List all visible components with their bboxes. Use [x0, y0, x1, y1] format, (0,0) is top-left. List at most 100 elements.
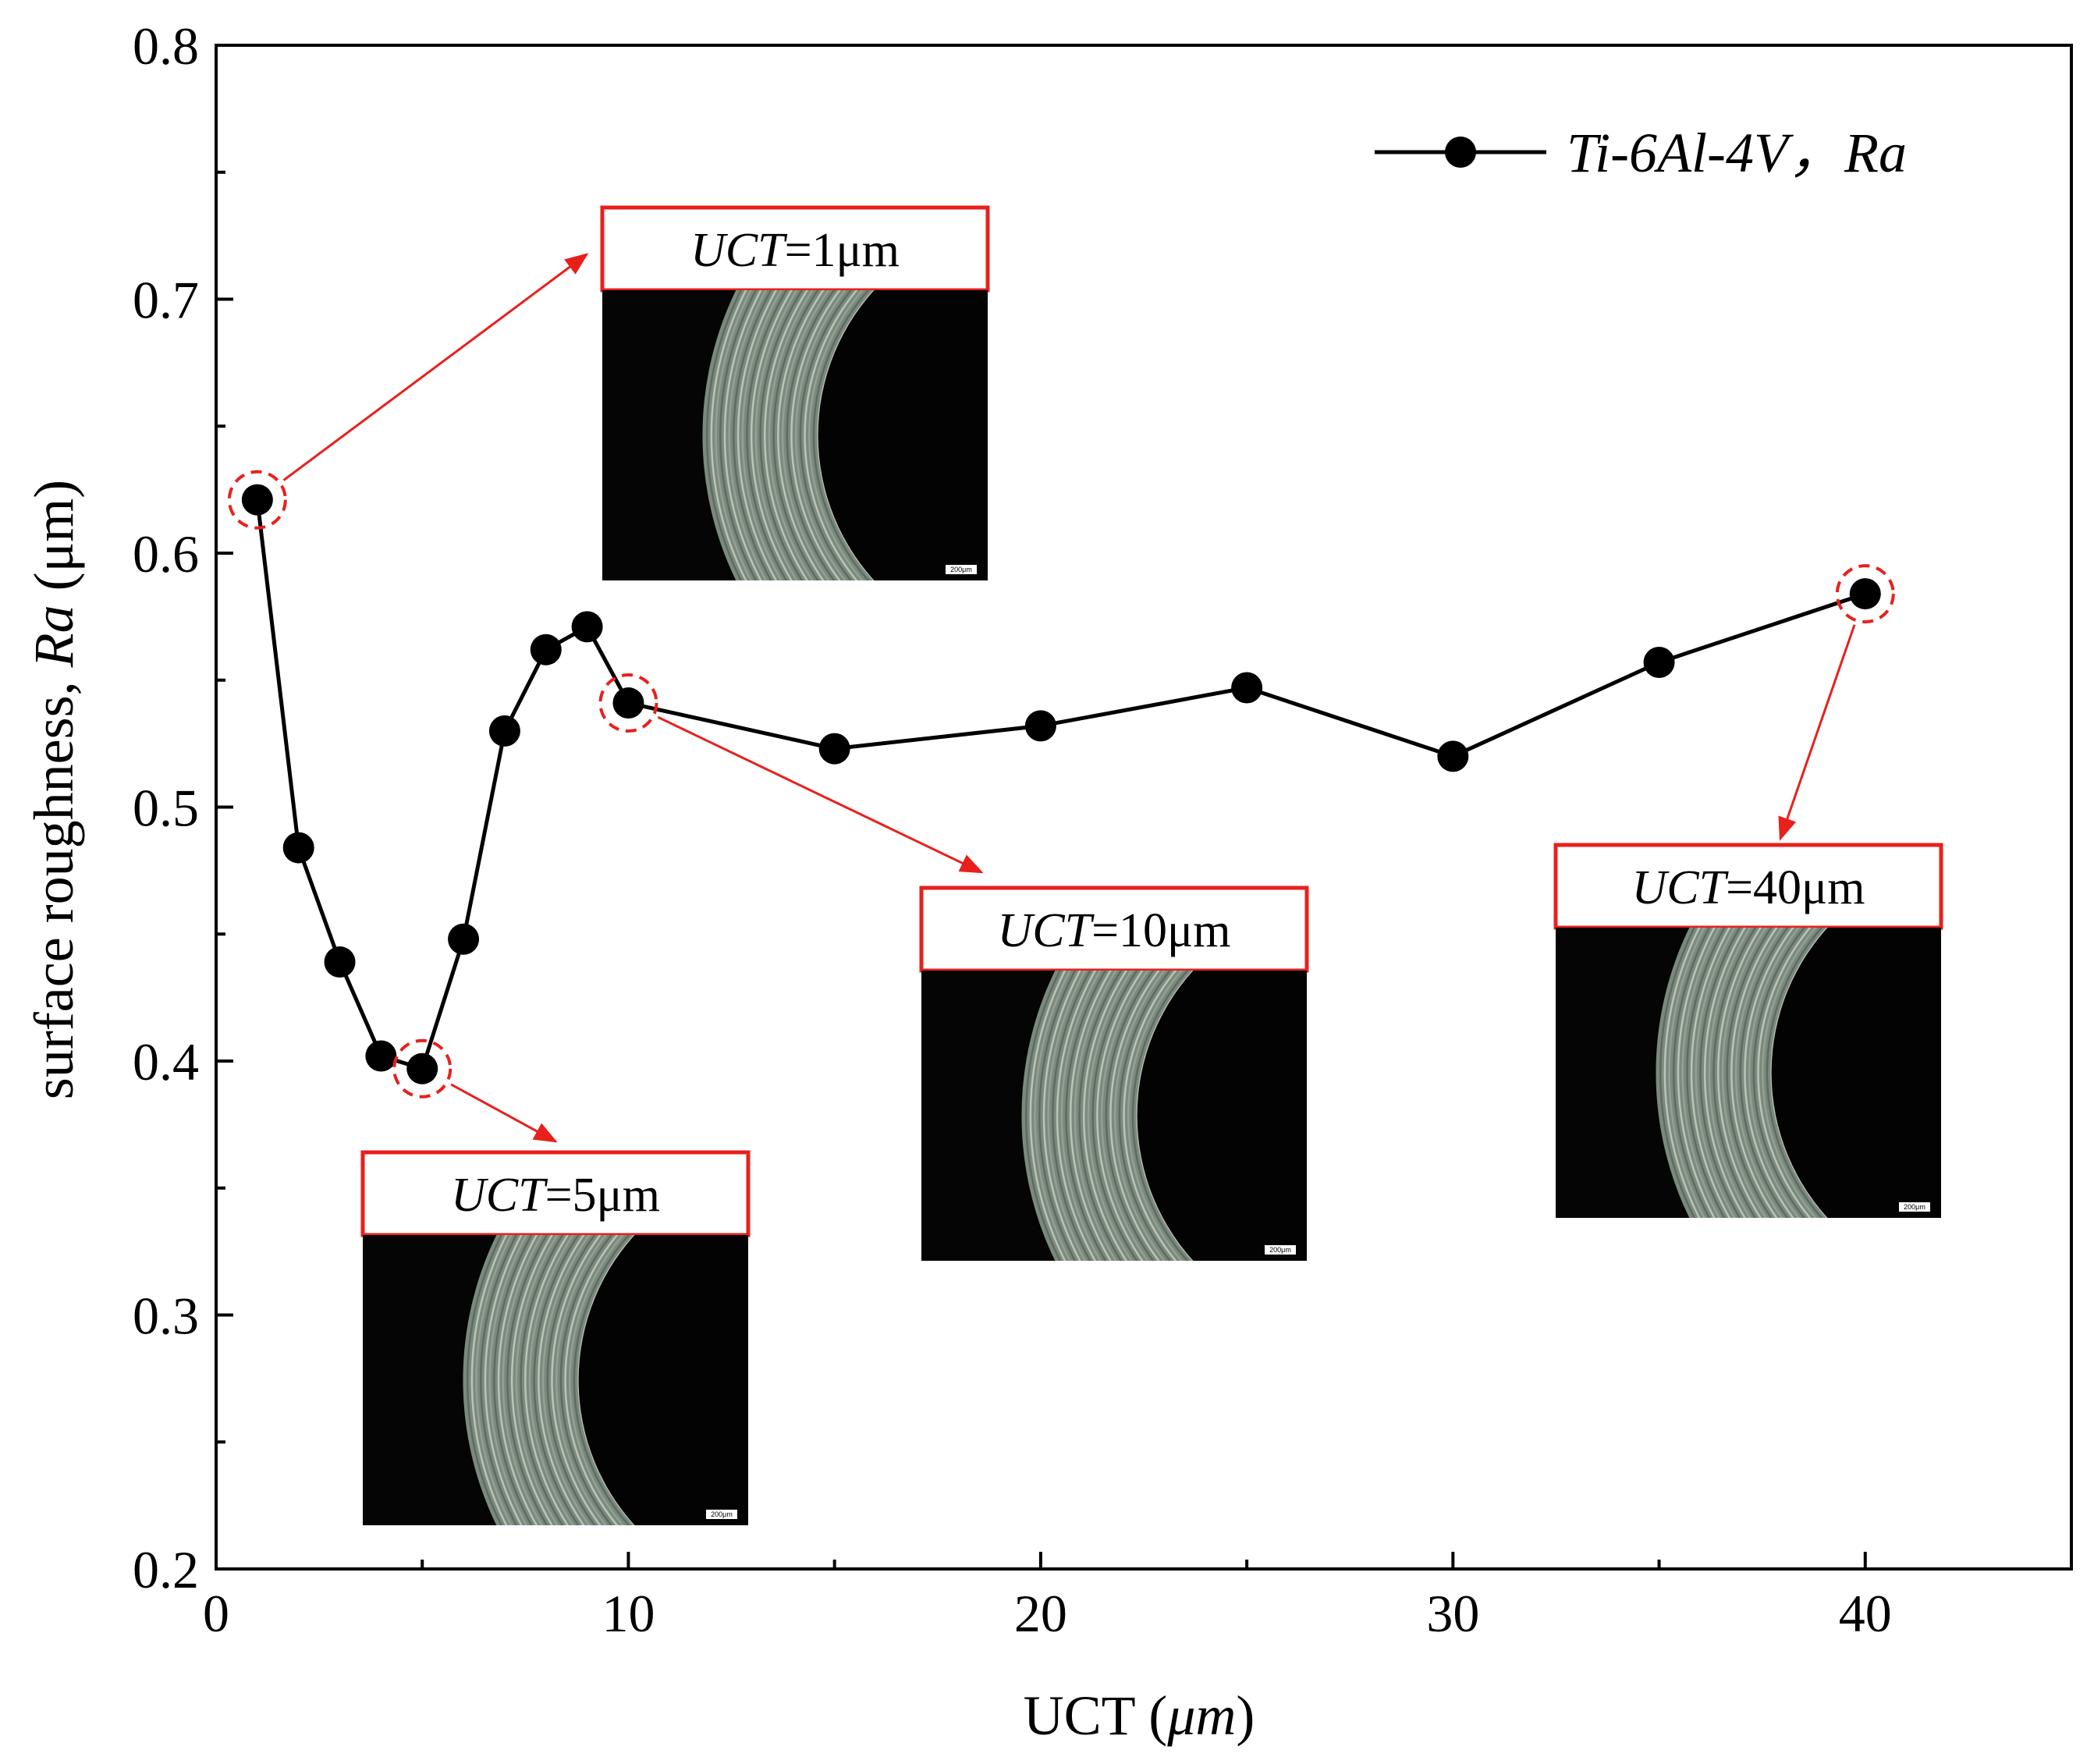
machining-groove	[475, 1235, 513, 1525]
machining-groove	[715, 290, 752, 580]
machining-groove	[551, 1235, 602, 1525]
y-tick-label: 0.7	[133, 271, 199, 330]
data-point	[612, 687, 644, 719]
x-axis-title: UCT (μm)	[1024, 1684, 1255, 1747]
data-point	[324, 946, 356, 978]
annotation-arrow-uct-40	[1778, 624, 1856, 841]
data-point	[365, 1040, 397, 1072]
machining-groove	[781, 290, 830, 580]
machining-groove	[1105, 971, 1155, 1261]
highlight-ring	[1835, 564, 1895, 624]
scale-bar	[1265, 1245, 1296, 1255]
x-axis-title-suffix: )	[1236, 1684, 1255, 1747]
machining-groove	[754, 290, 798, 580]
inset-label: UCT=5μm	[451, 1169, 660, 1222]
machining-groove	[564, 1235, 619, 1525]
legend-label: Ti-6Al-4V，Ra	[1567, 122, 1907, 184]
machining-groove	[488, 1235, 528, 1525]
inset-panel-uct-1: UCT=1μm 200μm	[600, 205, 990, 580]
machining-groove	[812, 290, 870, 580]
machining-groove	[1757, 928, 1812, 1218]
machining-groove	[1060, 971, 1102, 1261]
machining-groove	[1091, 971, 1138, 1261]
data-point	[1024, 710, 1056, 742]
machining-groove	[497, 1235, 538, 1525]
machining-groove	[723, 290, 762, 580]
scale-bar-label: 200μm	[950, 566, 972, 573]
machining-groove	[1677, 928, 1716, 1218]
machining-groove	[1047, 971, 1087, 1261]
machining-groove	[1717, 928, 1762, 1218]
scale-bar	[1899, 1202, 1930, 1212]
annotation-arrow-uct-1	[282, 253, 589, 481]
machining-groove	[1668, 928, 1705, 1218]
y-axis-title-unit: (μm)	[23, 480, 85, 605]
machining-groove	[569, 1235, 625, 1525]
machining-groove	[1131, 971, 1189, 1261]
machining-groove	[1100, 971, 1149, 1261]
inset-label-box	[600, 205, 990, 293]
y-tick-label: 0.5	[133, 779, 199, 838]
scale-bar-label: 200μm	[711, 1510, 733, 1518]
inset-label-box	[360, 1150, 751, 1237]
scale-bar	[706, 1510, 737, 1519]
machining-groove	[768, 290, 815, 580]
machining-groove	[528, 1235, 575, 1525]
machining-groove	[510, 1235, 554, 1525]
machining-groove	[1730, 928, 1778, 1218]
bore-hole	[578, 1235, 748, 1525]
machining-groove	[1056, 971, 1097, 1261]
annotation-arrow-uct-5	[450, 1083, 558, 1143]
machining-groove	[1734, 928, 1783, 1218]
inset-label-variable: UCT	[690, 224, 788, 277]
machining-groove	[1042, 971, 1081, 1261]
y-axis-title-variable: Ra	[23, 605, 85, 668]
machining-groove	[573, 1235, 630, 1525]
machining-groove	[524, 1235, 570, 1525]
legend-marker	[1445, 137, 1476, 168]
inset-label-variable: UCT	[997, 904, 1095, 957]
machining-groove	[710, 290, 747, 580]
legend: Ti-6Al-4V，Ra	[1375, 122, 1907, 184]
data-point	[1849, 578, 1881, 610]
scale-bar-label: 200μm	[1269, 1246, 1291, 1254]
machining-groove	[1029, 971, 1067, 1261]
inset-label-variable: UCT	[451, 1169, 548, 1222]
y-tick-label: 0.6	[133, 524, 199, 584]
machining-groove	[1659, 928, 1696, 1218]
machining-groove	[719, 290, 758, 580]
machining-groove	[559, 1235, 613, 1525]
machining-groove	[1690, 928, 1731, 1218]
machining-groove	[1065, 971, 1107, 1261]
inset-label-value: =1μm	[785, 224, 900, 277]
machining-groove	[1078, 971, 1123, 1261]
machining-groove	[533, 1235, 580, 1525]
machining-groove	[1708, 928, 1752, 1218]
machining-groove	[1123, 971, 1177, 1261]
data-point	[571, 611, 603, 643]
machining-groove	[790, 290, 841, 580]
machining-groove	[502, 1235, 543, 1525]
machining-groove	[759, 290, 804, 580]
machining-groove	[750, 290, 793, 580]
machining-groove	[1038, 971, 1077, 1261]
data-point	[282, 832, 314, 864]
machining-groove	[1762, 928, 1818, 1218]
machining-groove	[786, 290, 836, 580]
machining-groove	[546, 1235, 596, 1525]
bore-hole	[1771, 928, 1941, 1218]
machining-groove	[1695, 928, 1736, 1218]
machining-groove	[484, 1235, 523, 1525]
x-tick-label: 20	[1014, 1584, 1067, 1643]
inset-label-value: =10μm	[1091, 904, 1230, 957]
machining-groove	[1127, 971, 1184, 1261]
machining-groove	[1109, 971, 1160, 1261]
machining-groove	[1034, 971, 1071, 1261]
machining-groove	[777, 290, 825, 580]
data-point	[530, 634, 562, 665]
machining-groove	[470, 1235, 508, 1525]
machining-groove	[733, 290, 772, 580]
machining-groove	[506, 1235, 548, 1525]
y-tick-label: 0.3	[133, 1287, 199, 1346]
